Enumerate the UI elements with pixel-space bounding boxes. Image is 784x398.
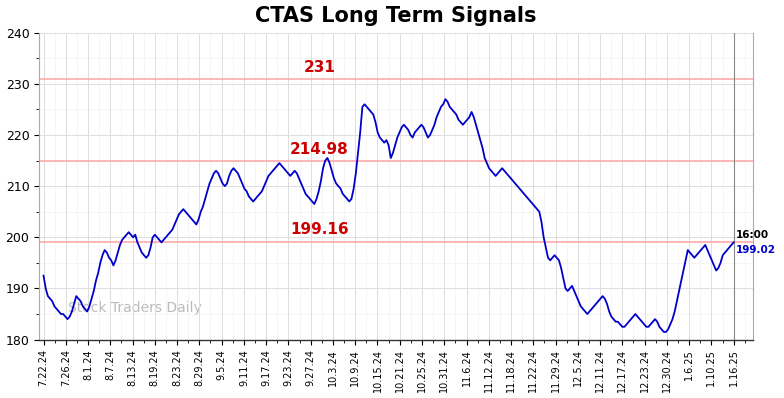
Text: 231: 231	[303, 60, 336, 74]
Text: 16:00: 16:00	[736, 230, 769, 240]
Text: 199.02: 199.02	[736, 245, 776, 255]
Text: 214.98: 214.98	[290, 142, 349, 156]
Text: 199.16: 199.16	[290, 222, 349, 238]
Text: Stock Traders Daily: Stock Traders Daily	[67, 301, 201, 315]
Title: CTAS Long Term Signals: CTAS Long Term Signals	[256, 6, 537, 25]
